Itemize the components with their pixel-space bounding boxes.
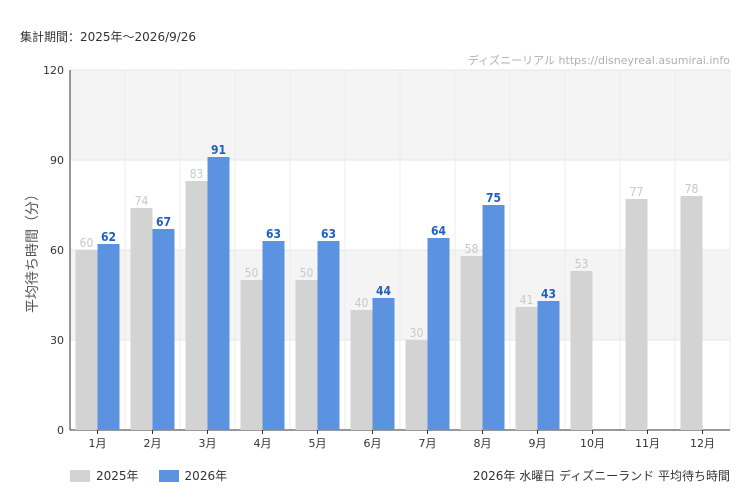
bar-2025年-10月 [570, 271, 593, 430]
data-label: 64 [431, 224, 447, 238]
bar-2026年-5月 [317, 241, 340, 430]
data-label: 78 [685, 182, 699, 196]
data-label: 58 [465, 242, 479, 256]
bar-2025年-3月 [185, 181, 208, 430]
data-label: 60 [80, 236, 94, 250]
bar-2025年-5月 [295, 280, 318, 430]
data-label: 41 [520, 293, 534, 307]
data-label: 40 [355, 296, 369, 310]
data-label: 63 [321, 227, 336, 241]
x-tick-label: 1月 [89, 437, 107, 450]
data-label: 50 [245, 266, 259, 280]
data-label: 83 [190, 167, 204, 181]
y-tick-label: 0 [57, 424, 64, 437]
period-label: 集計期間：2025年～2026/9/26 [20, 30, 197, 44]
bar-2025年-2月 [130, 208, 153, 430]
bar-2026年-9月 [537, 301, 560, 430]
x-tick-label: 2月 [144, 437, 162, 450]
bar-2025年-9月 [515, 307, 538, 430]
data-label: 50 [300, 266, 314, 280]
legend-item-2025[interactable]: 2025年 [70, 467, 139, 484]
data-label: 63 [266, 227, 281, 241]
bar-2025年-8月 [460, 256, 483, 430]
x-tick-label: 5月 [309, 437, 327, 450]
data-label: 30 [410, 326, 424, 340]
data-label: 91 [211, 143, 226, 157]
credit-label: ディズニーリアル https://disneyreal.asumirai.inf… [467, 54, 730, 67]
bar-2025年-1月 [75, 250, 98, 430]
y-tick-label: 60 [50, 244, 64, 257]
bar-2026年-2月 [152, 229, 175, 430]
data-label: 53 [575, 257, 589, 271]
data-label: 43 [541, 287, 556, 301]
legend-item-2026[interactable]: 2026年 [158, 467, 228, 484]
bar-2026年-6月 [372, 298, 395, 430]
y-tick-label: 90 [50, 154, 64, 167]
x-tick-label: 12月 [690, 437, 715, 450]
legend: 2025年 2026年 [70, 467, 247, 484]
bar-2025年-12月 [680, 196, 703, 430]
bar-2025年-11月 [625, 199, 648, 430]
y-tick-label: 120 [43, 64, 64, 77]
bar-2026年-1月 [97, 244, 120, 430]
x-tick-label: 10月 [580, 437, 605, 450]
x-tick-label: 8月 [474, 437, 492, 450]
data-label: 77 [630, 185, 644, 199]
legend-swatch-2025 [70, 469, 90, 482]
x-tick-label: 6月 [364, 437, 382, 450]
y-tick-label: 30 [50, 334, 64, 347]
bar-2025年-7月 [405, 340, 428, 430]
legend-label-2026: 2026年 [184, 469, 228, 483]
data-label: 62 [101, 230, 116, 244]
data-label: 44 [376, 284, 392, 298]
bar-2026年-8月 [482, 205, 505, 430]
x-tick-label: 4月 [254, 437, 272, 450]
legend-label-2025: 2025年 [96, 469, 139, 483]
data-label: 75 [486, 191, 501, 205]
data-label: 67 [156, 215, 171, 229]
chart-title: 2026年 水曜日 ディズニーランド 平均待ち時間 [472, 469, 730, 483]
bar-2026年-3月 [207, 157, 230, 430]
bar-2026年-7月 [427, 238, 450, 430]
data-label: 74 [135, 194, 149, 208]
x-tick-label: 11月 [635, 437, 660, 450]
x-tick-label: 7月 [419, 437, 437, 450]
x-tick-label: 9月 [529, 437, 547, 450]
bar-2025年-6月 [350, 310, 373, 430]
bar-2026年-4月 [262, 241, 285, 430]
x-tick-label: 3月 [199, 437, 217, 450]
legend-swatch-2026 [158, 469, 179, 482]
bar-2025年-4月 [240, 280, 263, 430]
